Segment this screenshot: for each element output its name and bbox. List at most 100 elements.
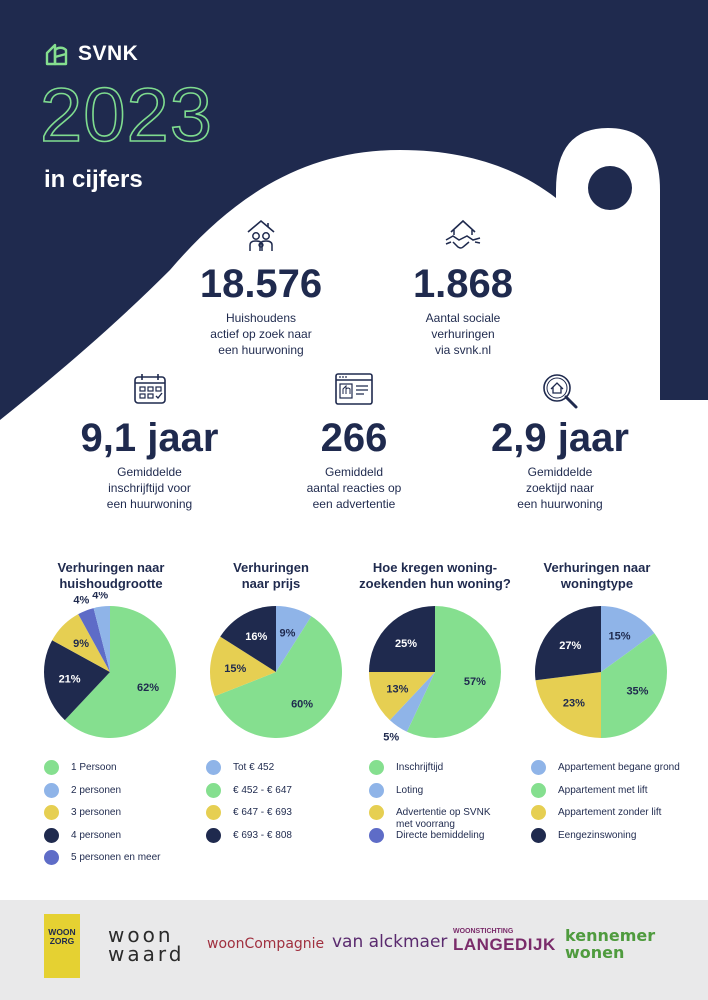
legend-price: Tot € 452 € 452 - € 647 € 647 - € 693 € 693… [206, 760, 292, 850]
pie-chart-price: 9% 60% 15% 16% [210, 606, 342, 738]
pie-slice-label: 27% [559, 640, 581, 652]
stat-description: Aantal sociale verhuringen via svnk.nl [425, 311, 501, 358]
legend-item: 5 personen en meer [44, 850, 161, 873]
pie-slice-label: 4% [92, 592, 108, 602]
pie-slice [406, 606, 501, 738]
partner-name: LANGEDIJK [453, 935, 556, 954]
pie-slice [369, 672, 435, 721]
pie-slice-label: 4% [73, 594, 89, 606]
legend-label: 1 Persoon [71, 762, 117, 773]
stat-rentals: 1.868 Aantal sociale verhuringen via svn… [378, 218, 548, 359]
pie-slice-label: 57% [464, 676, 486, 688]
legend-swatch [44, 805, 59, 820]
legend-label: € 452 - € 647 [233, 784, 292, 796]
pie-slice [601, 606, 655, 672]
legend-item: 2 personen [44, 782, 161, 806]
pie-slice [44, 640, 110, 721]
browser-ad-icon [335, 373, 373, 405]
stat-search-time: 2,9 jaar Gemiddelde zoektijd naar een hu… [474, 372, 646, 513]
legend-label: € 647 - € 693 [233, 807, 292, 818]
pie-slice [214, 616, 342, 738]
legend-swatch [369, 805, 384, 820]
pie-slice [78, 608, 110, 672]
chart-title: Verhuringen naar prijs [233, 560, 309, 591]
pie-slice-label: 35% [626, 686, 648, 698]
pie-slice-label: 25% [395, 638, 417, 650]
legend-label: 5 personen en meer [71, 852, 161, 863]
legend-label: 2 personen [71, 784, 122, 796]
stat-value: 266 [320, 416, 388, 460]
pie-slice-label: 16% [245, 631, 267, 643]
partner-footer: WOON ZORG woon waard woonCompagnie van a… [0, 900, 708, 1000]
stat-value: 1.868 [412, 262, 514, 306]
chart-title-price: Verhuringen naar prijs [186, 560, 356, 594]
pie-slice-label: 23% [563, 698, 585, 710]
calendar-icon [133, 374, 166, 404]
pie-chart-method: 57% 5% 13% 25% [369, 606, 501, 744]
legend-label: 4 personen [71, 829, 122, 841]
pie-slice-label: 62% [137, 682, 159, 694]
legend-item: € 452 - € 647 [206, 782, 292, 806]
pie-slice [64, 606, 177, 738]
legend-swatch [206, 760, 221, 775]
partner-subname: WOONSTICHTING [453, 928, 514, 935]
brand: SVNK [44, 42, 138, 66]
brand-name: SVNK [78, 42, 139, 65]
chart-title: Verhuringen naar woningtype [543, 560, 651, 591]
stat-value: 2,9 jaar [491, 416, 629, 460]
legend-swatch [531, 782, 546, 798]
stat-description: Gemiddelde zoektijd naar een huurwoning [517, 465, 603, 512]
legend-method: Inschrijftijd Loting Advertentie op SVNK m… [369, 760, 491, 850]
legend-item: Appartement begane grond [531, 760, 680, 783]
pie-slice [369, 606, 435, 672]
chart-title-type: Verhuringen naar woningtype [512, 560, 682, 594]
stat-description: Gemiddelde inschrijftijd voor een huurwo… [106, 465, 193, 512]
legend-swatch [206, 805, 221, 820]
pie-slice [220, 606, 276, 672]
legend-item: Directe bemiddeling [369, 827, 491, 851]
pie-chart-type: 15% 35% 23% 27% [535, 606, 667, 738]
legend-swatch [44, 782, 59, 798]
kennemerwonen-logo: kennemer wonen [565, 926, 656, 962]
pie-slice [210, 636, 276, 697]
pie-slice [276, 606, 312, 672]
legend-label: Advertentie op SVNK met voorrang [396, 807, 491, 830]
pie-slice [389, 672, 435, 732]
pie-slice-label: 9% [279, 628, 295, 640]
stat-households: 18.576 Huishoudens actief op zoek naar e… [176, 218, 346, 359]
wooncompagnie-logo: woonCompagnie [207, 936, 325, 952]
legend-item: Inschrijftijd [369, 760, 491, 783]
legend-label: Appartement begane grond [558, 762, 680, 773]
legend-item: Tot € 452 [206, 760, 292, 783]
legend-item: Appartement met lift [531, 782, 680, 806]
legend-item: Advertentie op SVNK met voorrang [369, 805, 491, 830]
partner-name: WOON ZORG [48, 927, 76, 947]
pie-slice [93, 606, 110, 672]
pie-slice-label: 5% [383, 732, 399, 744]
legend-swatch [44, 760, 59, 775]
legend-swatch [206, 782, 221, 798]
legend-item: Loting [369, 782, 491, 806]
pie-slice-label: 15% [609, 631, 631, 643]
legend-swatch [531, 827, 546, 843]
legend-swatch [369, 827, 384, 843]
chart-title: Verhuringen naar huishoudgrootte [57, 560, 165, 591]
stat-description: Huishoudens actief op zoek naar een huur… [210, 311, 312, 358]
legend-label: Tot € 452 [233, 762, 275, 773]
handshake-house-icon [445, 219, 481, 249]
legend-swatch [369, 760, 384, 775]
legend-label: Inschrijftijd [396, 762, 444, 773]
legend-label: Eengezinswoning [558, 829, 637, 841]
legend-label: Appartement zonder lift [558, 807, 662, 818]
house-family-icon [247, 219, 275, 251]
pie-slice-label: 21% [59, 673, 81, 685]
stat-value: 18.576 [199, 262, 323, 306]
stat-registration-time: 9,1 jaar Gemiddelde inschrijftijd voor e… [62, 372, 237, 513]
pie-slice-label: 15% [224, 663, 246, 675]
legend-swatch [531, 760, 546, 775]
pie-slice-label: 9% [73, 638, 89, 650]
page-subtitle: in cijfers [44, 166, 143, 193]
magnifier-house-icon [543, 374, 578, 409]
legend-item: 1 Persoon [44, 760, 161, 783]
